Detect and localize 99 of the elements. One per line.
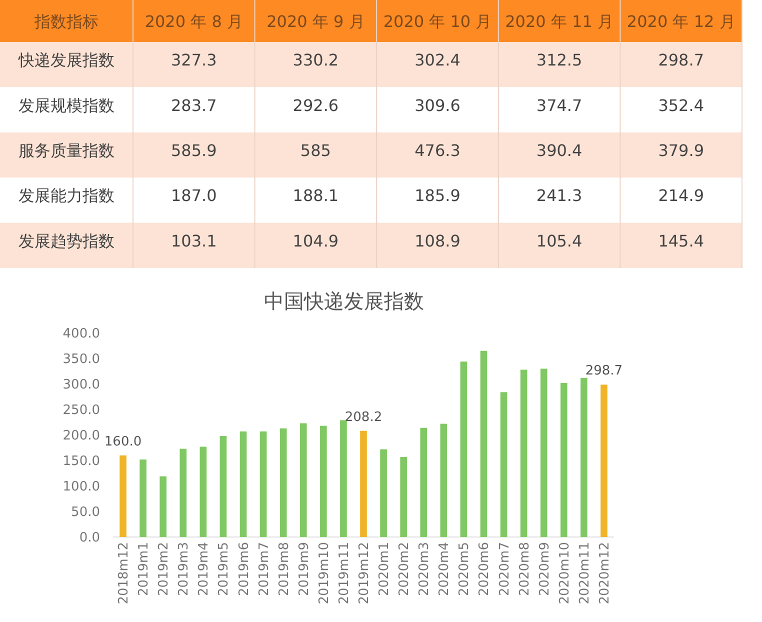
data-label: 188.1 (292, 186, 339, 206)
data-label: 390.4 (536, 141, 582, 160)
chart-title: 中国快递发展指数 (264, 289, 424, 313)
data-label: 327.3 (170, 50, 217, 70)
x-tick-label: 2020m12 (597, 542, 612, 604)
x-tick-label: 2019m7 (256, 542, 272, 596)
data-label: 103.1 (170, 231, 217, 250)
data-label: 187.0 (170, 186, 217, 206)
x-tick-label: 2019m8 (276, 542, 292, 596)
bar (300, 423, 307, 537)
x-tick-label: 2019m4 (196, 542, 212, 596)
data-label: 208.2 (344, 410, 382, 425)
bar (200, 446, 207, 537)
x-tick-label: 2020m11 (577, 542, 592, 604)
data-label: 145.4 (658, 231, 704, 250)
x-tick-label: 2019m5 (216, 542, 232, 596)
x-tick-label: 2020 年 11 月 (505, 12, 614, 31)
y-tick-label: 200.0 (62, 428, 100, 444)
bar (560, 382, 568, 537)
data-label: 298.7 (585, 364, 623, 379)
y-tick-label: 发展趋势指数 (18, 231, 114, 250)
data-label: 374.7 (536, 96, 582, 115)
x-tick-label: 2020m1 (377, 542, 392, 596)
x-tick-label: 2020m8 (517, 542, 532, 596)
x-tick-label: 2020 年 10 月 (383, 12, 492, 31)
y-tick-label: 350.0 (62, 352, 100, 367)
data-label: 476.3 (414, 141, 460, 160)
y-tick-label: 50.0 (71, 505, 100, 520)
bar (320, 426, 327, 537)
data-label: 302.4 (414, 50, 460, 70)
data-label: 105.4 (536, 231, 582, 250)
bar (440, 424, 448, 537)
data-label: 379.9 (658, 141, 704, 160)
bar (420, 428, 428, 537)
data-label: 241.3 (536, 186, 582, 206)
x-tick-label: 2020m4 (437, 542, 452, 596)
y-tick-label: 发展规模指数 (18, 96, 114, 115)
y-tick-label: 300.0 (62, 378, 100, 392)
x-tick-label: 2018m12 (116, 542, 132, 604)
data-label: 283.7 (170, 96, 217, 115)
data-label: 108.9 (414, 231, 460, 250)
data-label: 585 (300, 141, 331, 160)
bar (140, 459, 146, 537)
data-label: 330.2 (292, 50, 339, 70)
bar (220, 436, 227, 537)
x-tick-label: 2019m10 (316, 542, 332, 604)
bar (120, 455, 126, 537)
x-tick-label: 2020m7 (497, 542, 512, 596)
x-tick-label: 2019m9 (296, 542, 312, 596)
data-label: 185.9 (414, 186, 460, 206)
data-label: 298.7 (658, 50, 704, 70)
data-label: 214.9 (658, 186, 704, 206)
x-tick-label: 2019m11 (336, 542, 352, 604)
x-tick-label: 2020 年 12 月 (626, 12, 736, 31)
x-tick-label: 2019m1 (136, 542, 152, 596)
bar (520, 370, 528, 537)
y-tick-label: 150.0 (62, 454, 100, 469)
y-tick-label: 250.0 (62, 403, 100, 418)
x-tick-label: 2019m12 (357, 542, 372, 604)
data-label: 104.9 (292, 231, 339, 250)
y-tick-label: 100.0 (62, 480, 100, 494)
x-tick-label: 2020m10 (557, 542, 572, 604)
x-tick-label: 2020m6 (477, 542, 492, 596)
bar (500, 392, 508, 537)
y-tick-label: 快递发展指数 (18, 50, 114, 70)
bar (480, 350, 488, 537)
x-tick-label: 2019m3 (176, 542, 192, 596)
x-tick-label: 2020 年 8 月 (144, 12, 243, 31)
data-label: 352.4 (658, 96, 704, 115)
bar (380, 449, 387, 537)
bar (260, 431, 267, 537)
y-axis-title: 指数指标 (34, 12, 98, 31)
x-tick-label: 2020m5 (457, 542, 472, 596)
bar (460, 362, 468, 537)
y-tick-label: 发展能力指数 (18, 186, 114, 206)
bar (180, 448, 187, 537)
bar (160, 476, 167, 537)
bar (360, 430, 367, 537)
x-tick-label: 2020m2 (397, 542, 412, 596)
data-label: 160.0 (104, 434, 142, 450)
data-label: 312.5 (536, 50, 582, 70)
x-tick-label: 2020 年 9 月 (266, 12, 365, 31)
y-tick-label: 400.0 (62, 326, 100, 342)
x-tick-label: 2019m6 (236, 542, 252, 596)
data-label: 585.9 (170, 141, 217, 160)
bar (540, 368, 548, 537)
y-tick-label: 0.0 (79, 530, 100, 546)
x-tick-label: 2020m3 (417, 542, 432, 596)
bar (240, 431, 247, 537)
bar (340, 420, 347, 537)
bar (580, 378, 588, 537)
data-label: 292.6 (292, 96, 339, 115)
bar (600, 384, 608, 537)
data-label: 309.6 (414, 96, 460, 115)
x-tick-label: 2020m9 (537, 542, 552, 596)
x-tick-label: 2019m2 (156, 542, 172, 596)
bar (400, 456, 407, 537)
bar (280, 428, 287, 537)
y-tick-label: 服务质量指数 (18, 141, 114, 160)
